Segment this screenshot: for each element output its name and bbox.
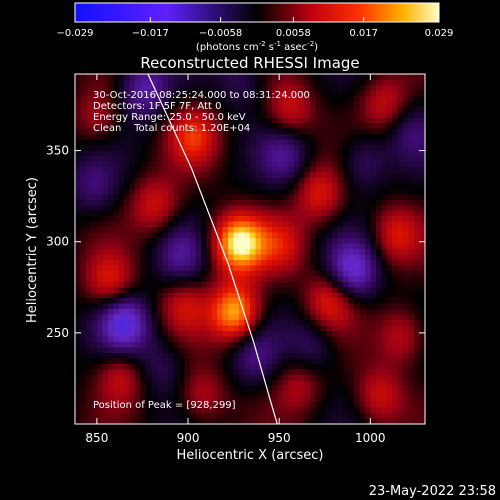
x-tick-label: 950 [268,431,291,445]
chart-title: Reconstructed RHESSI Image [140,54,359,72]
annotation-time-range: 30-Oct-2016 08:25:24.000 to 08:31:24.000 [93,90,310,101]
plot-frame [74,73,426,425]
annotation-block: 30-Oct-2016 08:25:24.000 to 08:31:24.000… [93,90,310,134]
colorbar-tick-label: 0.0058 [276,28,311,39]
solar-limb-curve [147,74,278,424]
colorbar-tick-label: −0.0058 [199,28,242,39]
heatmap-image [75,74,425,424]
colorbar-tick-label: 0.017 [349,28,378,39]
x-axis-label: Heliocentric X (arcsec) [177,448,324,463]
y-tick-label: 250 [46,326,69,340]
y-tick-label: 350 [46,144,69,158]
annotation-energy-range: Energy Range: 25.0 - 50.0 keV [93,112,246,123]
y-axis-label: Heliocentric Y (arcsec) [25,177,40,323]
colorbar-tick-label: 0.029 [425,28,454,39]
image-area [75,74,425,424]
x-tick-label: 850 [85,431,108,445]
colorbar-ticks: −0.029 −0.017 −0.0058 0.0058 0.017 0.029 [56,17,453,39]
annotation-clean-counts: Clean Total counts: 1.20E+04 [93,123,250,134]
footer-date: 23-May-2022 23:58 [369,484,496,499]
y-tick-label: 300 [46,235,69,249]
colorbar-units: (photons cm-2 s-1 asec-2) [196,40,318,53]
y-axis-ticks: 250 300 350 [46,144,425,340]
colorbar-tick-label: −0.017 [132,28,169,39]
annotation-detectors: Detectors: 1F 5F 7F, Att 0 [93,101,221,112]
x-tick-label: 900 [177,431,200,445]
x-axis-ticks: 850 900 950 1000 [85,74,386,445]
colorbar: −0.029 −0.017 −0.0058 0.0058 0.017 0.029 (pho… [56,2,453,53]
colorbar-tick-label: −0.029 [56,28,93,39]
x-tick-label: 1000 [355,431,386,445]
peak-position-label: Position of Peak = [928,299] [93,400,236,411]
colorbar-gradient [74,2,440,23]
